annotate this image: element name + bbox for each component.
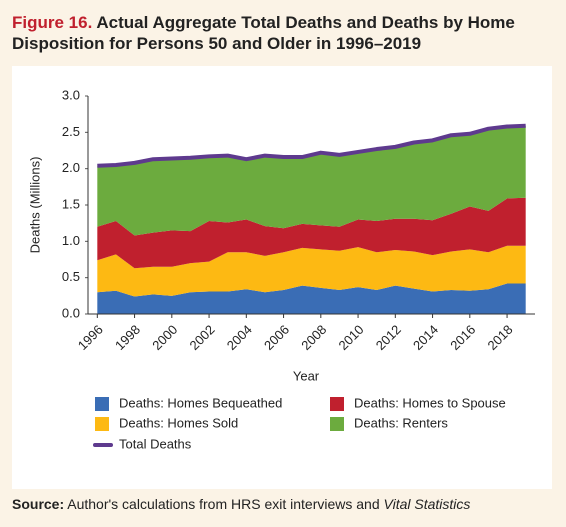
x-tick-label: 2010: [336, 322, 367, 353]
title-block: Figure 16. Actual Aggregate Total Deaths…: [12, 12, 532, 54]
x-tick-label: 2006: [261, 322, 292, 353]
x-tick-label: 2012: [373, 322, 404, 353]
x-tick-label: 2008: [298, 322, 329, 353]
y-axis-label: Deaths (Millions): [27, 157, 42, 254]
area: [97, 125, 526, 236]
y-tick-label: 0.0: [62, 305, 80, 320]
y-tick-label: 1.5: [62, 196, 80, 211]
legend-label: Total Deaths: [119, 436, 192, 451]
legend-swatch: [95, 397, 109, 411]
x-tick-label: 2016: [447, 322, 478, 353]
area: [97, 197, 526, 269]
x-tick-label: 2004: [224, 322, 255, 353]
y-tick-label: 1.0: [62, 233, 80, 248]
y-tick-label: 3.0: [62, 87, 80, 102]
x-tick-label: 2018: [485, 322, 516, 353]
legend-swatch: [330, 417, 344, 431]
figure-label: Figure 16.: [12, 13, 93, 32]
y-tick-label: 2.5: [62, 124, 80, 139]
chart-title: Actual Aggregate Total Deaths and Deaths…: [12, 13, 515, 53]
legend-label: Deaths: Homes to Spouse: [354, 395, 506, 410]
x-axis-label: Year: [293, 368, 320, 383]
legend-label: Deaths: Homes Sold: [119, 415, 238, 430]
legend-label: Deaths: Renters: [354, 415, 448, 430]
y-tick-label: 0.5: [62, 269, 80, 284]
x-tick-label: 2014: [410, 322, 441, 353]
x-tick-label: 1996: [75, 322, 106, 353]
legend-swatch: [330, 397, 344, 411]
source-note: Source: Author's calculations from HRS e…: [12, 496, 470, 512]
source-text: Author's calculations from HRS exit inte…: [67, 496, 380, 512]
y-tick-label: 2.0: [62, 160, 80, 175]
source-italic: Vital Statistics: [383, 496, 471, 512]
x-tick-label: 2002: [187, 322, 218, 353]
area: [97, 245, 526, 297]
legend-label: Deaths: Homes Bequeathed: [119, 395, 282, 410]
legend-swatch: [95, 417, 109, 431]
x-tick-label: 1998: [112, 322, 143, 353]
area: [97, 283, 526, 314]
source-label: Source:: [12, 496, 65, 512]
x-tick-label: 2000: [149, 322, 180, 353]
total-line: [97, 123, 526, 168]
